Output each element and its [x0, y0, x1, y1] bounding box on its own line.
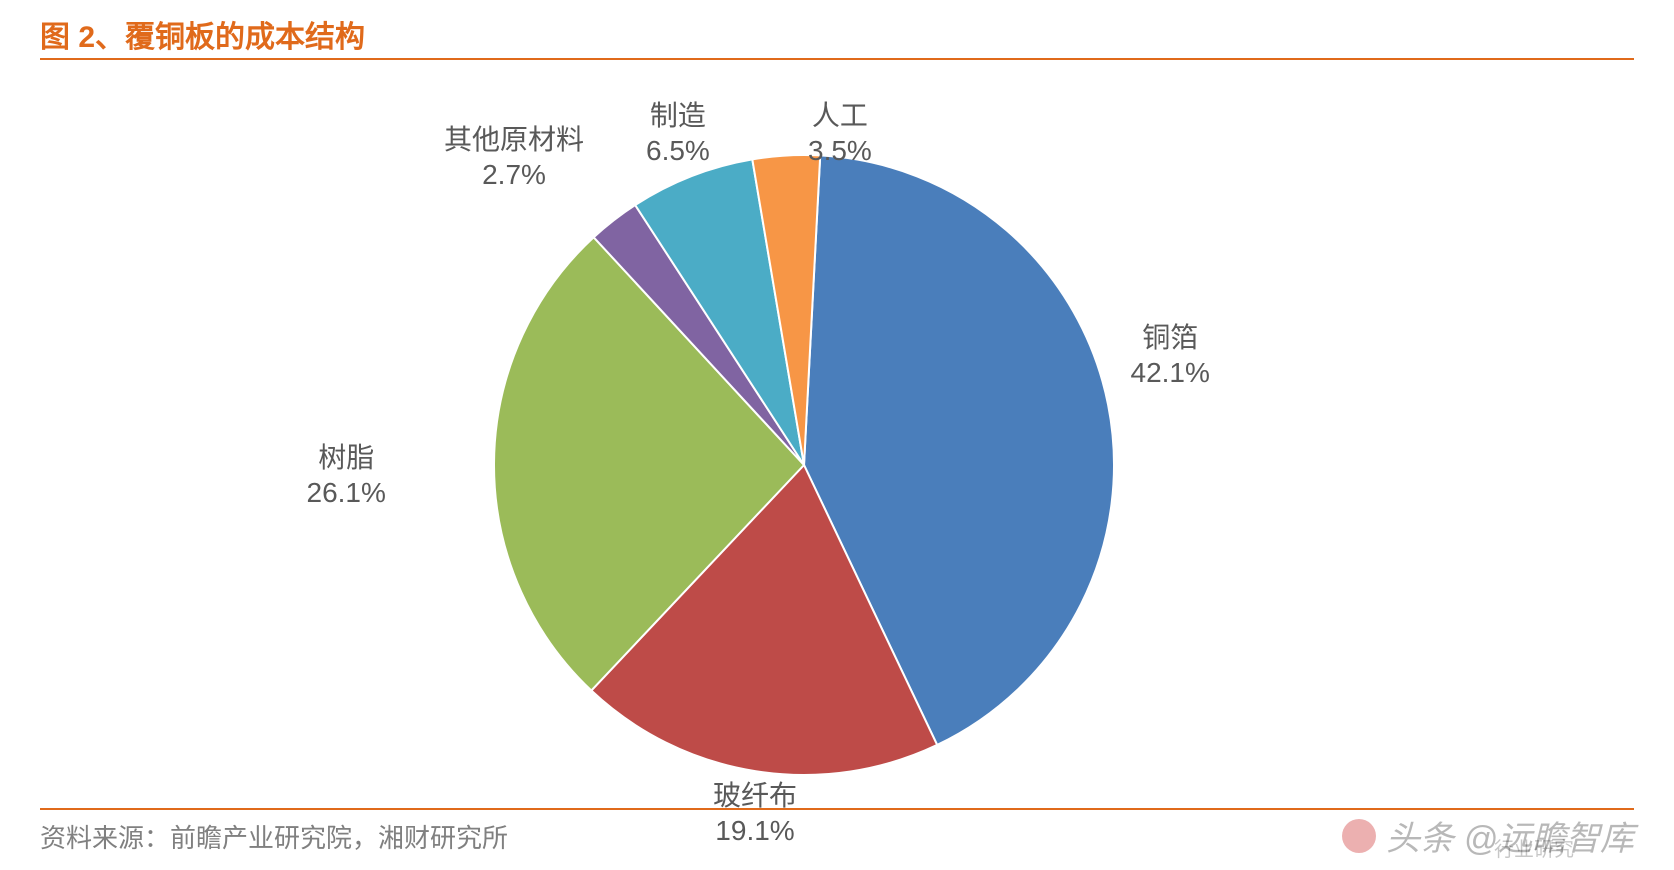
slice-label: 树脂26.1% [307, 440, 386, 510]
slice-pct: 3.5% [808, 133, 872, 168]
watermark: 头条 @远瞻智库 行业研究 [1342, 811, 1634, 860]
bottom-rule [40, 808, 1634, 810]
slice-pct: 6.5% [646, 133, 710, 168]
slice-name: 人工 [808, 98, 872, 133]
source-text: 资料来源：前瞻产业研究院，湘财研究所 [40, 818, 508, 855]
slice-name: 树脂 [307, 440, 386, 475]
slice-label: 制造6.5% [646, 98, 710, 168]
slice-label: 玻纤布19.1% [713, 778, 797, 848]
watermark-icon [1342, 819, 1376, 853]
slice-pct: 2.7% [444, 157, 584, 192]
slice-pct: 42.1% [1131, 355, 1210, 390]
slice-name: 其他原材料 [444, 122, 584, 157]
slice-name: 铜箔 [1131, 320, 1210, 355]
slice-label: 其他原材料2.7% [444, 122, 584, 192]
slice-label: 人工3.5% [808, 98, 872, 168]
slice-pct: 19.1% [713, 813, 797, 848]
chart-title: 图 2、覆铜板的成本结构 [40, 12, 365, 56]
slice-label: 铜箔42.1% [1131, 320, 1210, 390]
pie-chart: 铜箔42.1%玻纤布19.1%树脂26.1%其他原材料2.7%制造6.5%人工3… [40, 60, 1634, 805]
watermark-subtext: 行业研究 [1494, 833, 1574, 862]
pie-svg [40, 60, 1634, 805]
slice-name: 制造 [646, 98, 710, 133]
slice-pct: 26.1% [307, 475, 386, 510]
